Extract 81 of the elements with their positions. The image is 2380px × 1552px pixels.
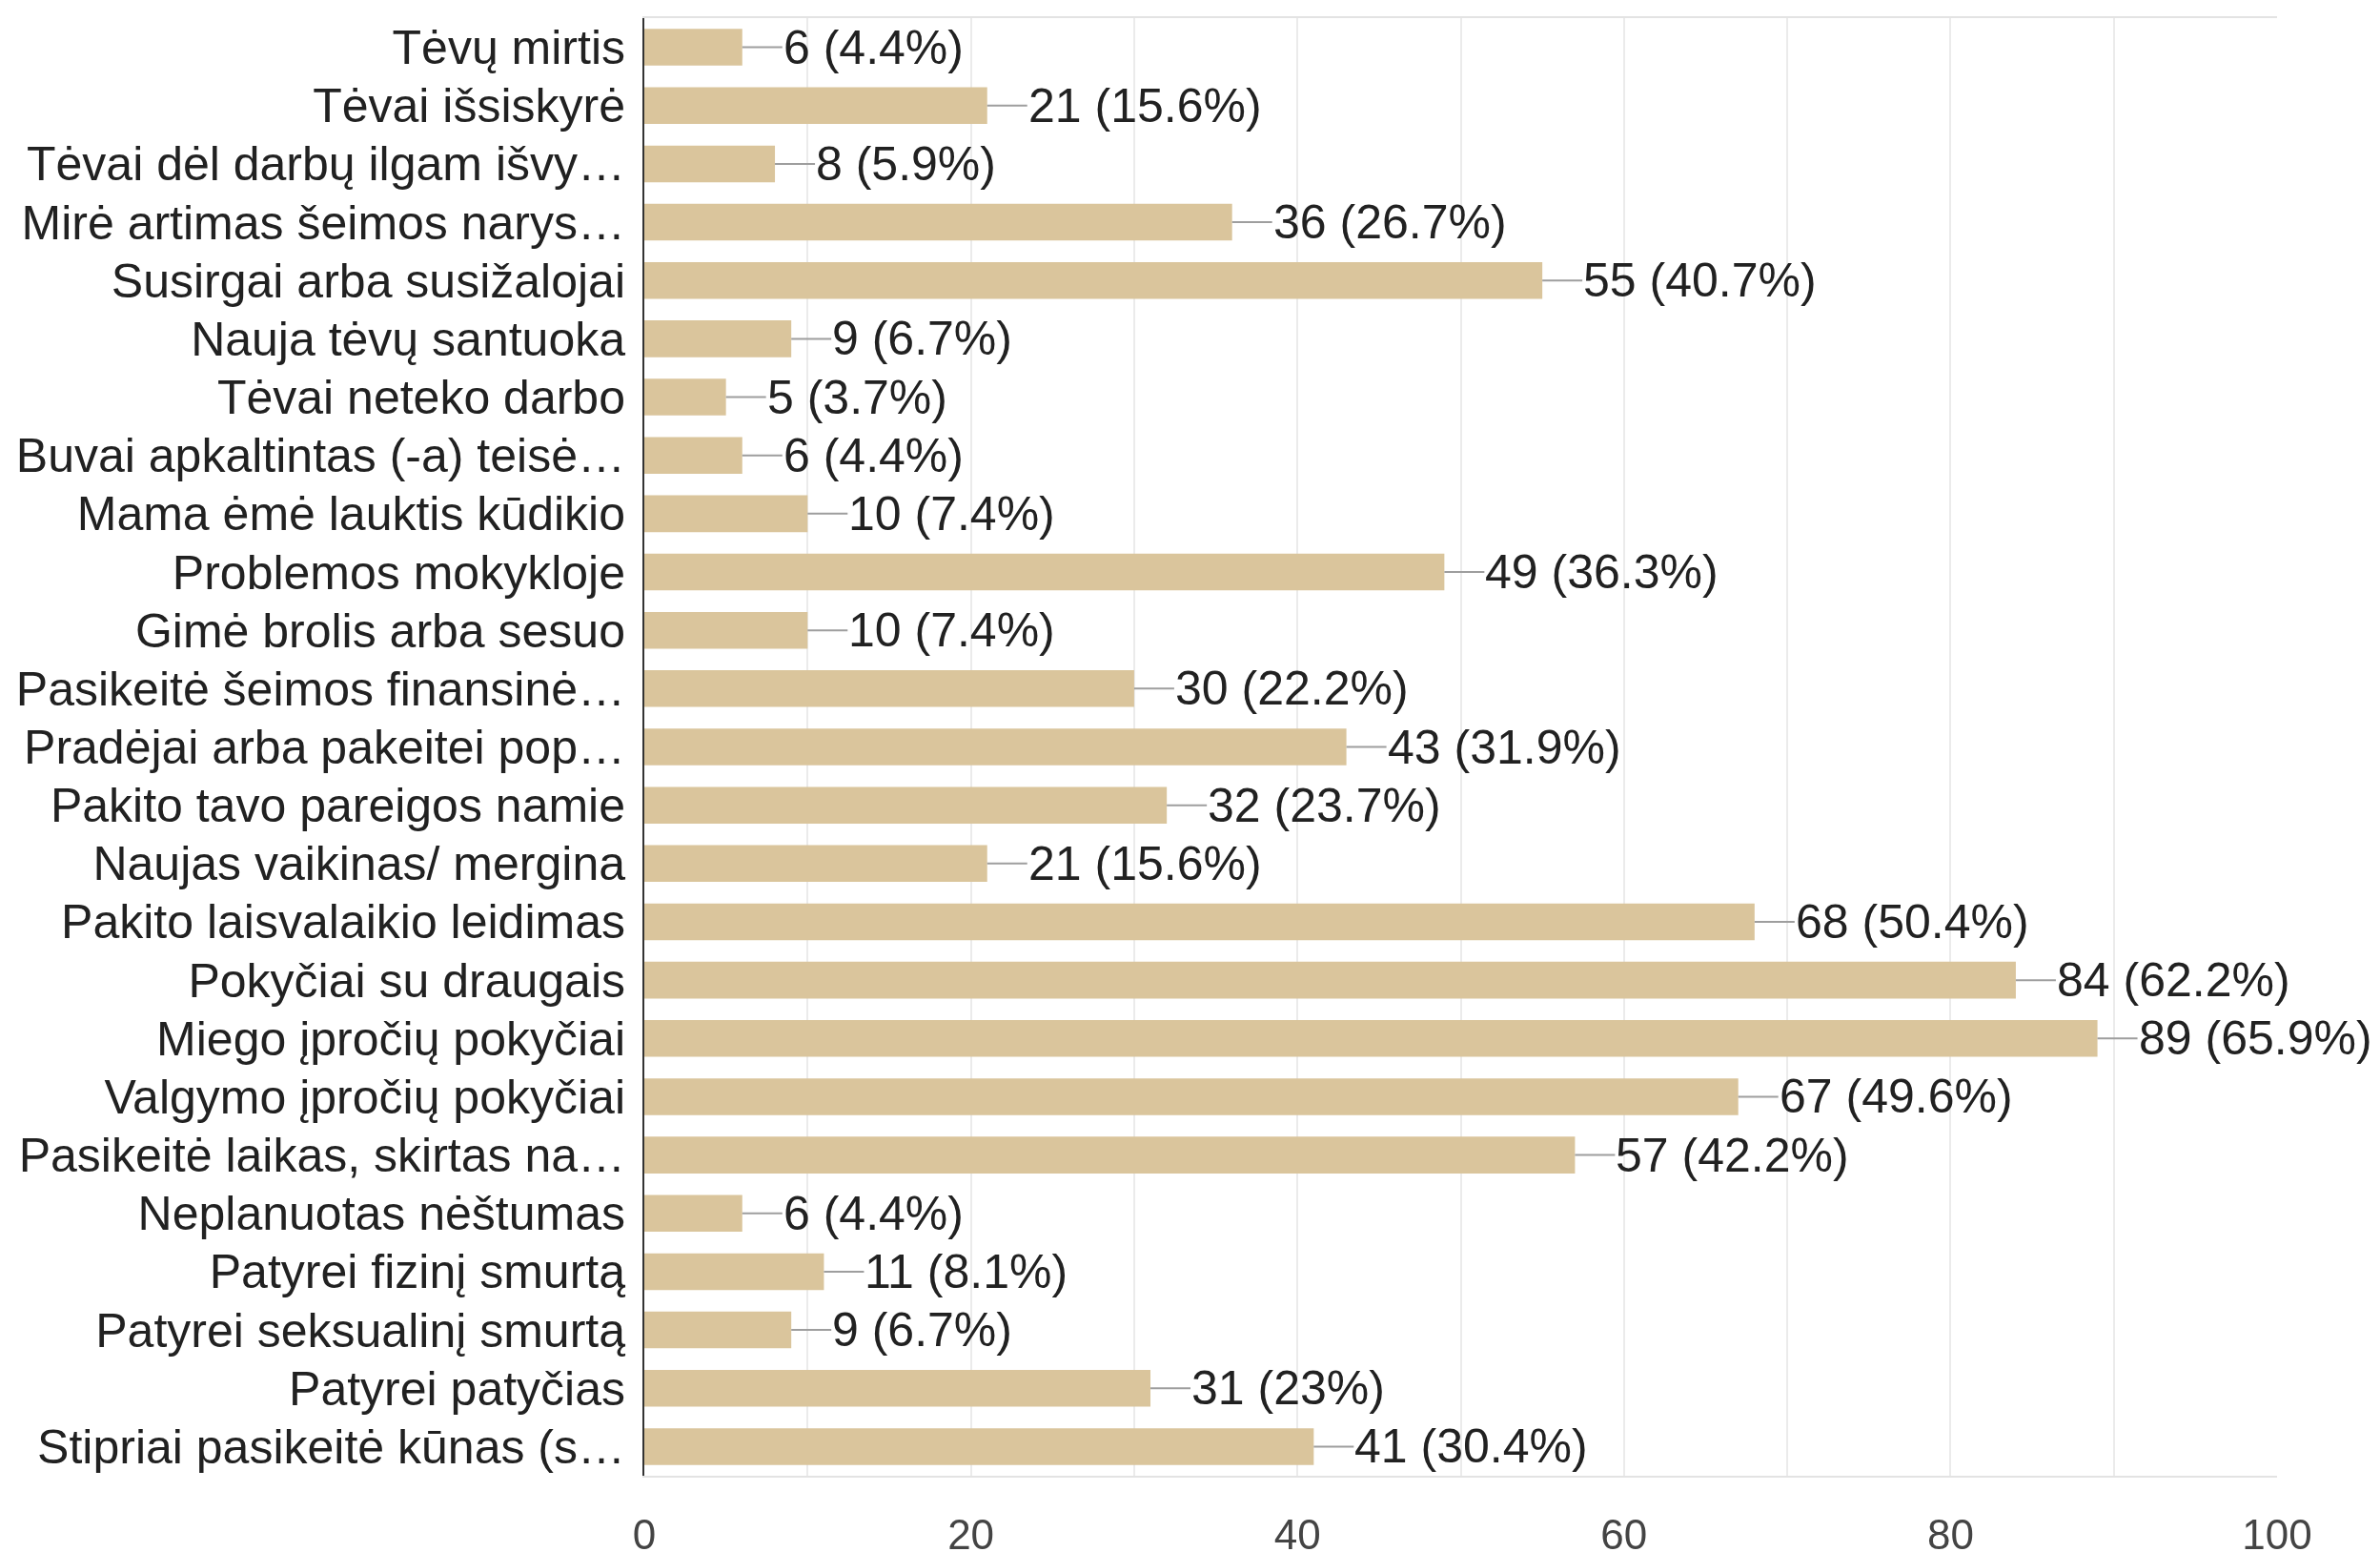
y-tick-label: Patyrei seksualinį smurtą (95, 1303, 626, 1358)
y-tick-label: Gimė brolis arba sesuo (134, 603, 625, 658)
data-label: 31 (23%) (1191, 1361, 1385, 1415)
bar (644, 203, 1232, 241)
y-tick-label: Pakito tavo pareigos namie (50, 779, 625, 833)
data-label: 5 (3.7%) (767, 371, 947, 424)
y-tick-label: Pasikeitė laikas, skirtas na… (18, 1129, 625, 1183)
data-label: 57 (42.2%) (1616, 1129, 1849, 1182)
data-label: 9 (6.7%) (832, 312, 1012, 365)
bar (644, 611, 808, 649)
data-label: 8 (5.9%) (816, 137, 996, 191)
data-label: 30 (22.2%) (1175, 662, 1409, 715)
y-tick-label: Tėvai dėl darbų ilgam išvy… (26, 137, 625, 192)
bar (644, 961, 2016, 999)
y-tick-label: Buvai apkaltintas (-a) teisė… (15, 429, 625, 483)
y-tick-label: Neplanuotas nėštumas (137, 1187, 625, 1241)
data-label: 21 (15.6%) (1028, 79, 1262, 133)
bar (644, 670, 1134, 707)
bar (644, 1253, 824, 1291)
data-label: 10 (7.4%) (848, 603, 1055, 657)
y-tick-label: Pradėjai arba pakeitei pop… (24, 721, 625, 774)
bar (644, 437, 742, 474)
bar (644, 87, 987, 125)
data-label: 36 (26.7%) (1273, 195, 1507, 249)
bar (644, 1195, 742, 1233)
bar (644, 261, 1543, 299)
bar (644, 553, 1445, 591)
y-tick-label: Tėvai neteko darbo (216, 371, 625, 425)
data-label: 49 (36.3%) (1485, 545, 1719, 599)
y-tick-label: Tėvai išsiskyrė (313, 79, 625, 133)
bar (644, 1428, 1314, 1465)
x-tick-label: 0 (632, 1510, 657, 1552)
data-label: 6 (4.4%) (783, 429, 964, 482)
y-tick-label: Patyrei fizinį smurtą (209, 1245, 626, 1299)
y-tick-label: Pokyčiai su draugais (188, 953, 625, 1008)
bar (644, 1369, 1151, 1407)
x-tick-label: 40 (1273, 1510, 1321, 1552)
data-label: 84 (62.2%) (2057, 953, 2290, 1007)
y-tick-label: Valgymo įpročių pokyčiai (104, 1070, 625, 1124)
x-tick-label: 60 (1600, 1510, 1648, 1552)
y-tick-label: Tėvų mirtis (392, 21, 625, 75)
y-tick-label: Pakito laisvalaikio leidimas (61, 895, 625, 950)
data-label: 67 (49.6%) (1780, 1070, 2013, 1123)
data-label: 32 (23.7%) (1208, 779, 1441, 832)
data-label: 6 (4.4%) (783, 21, 964, 74)
data-label: 21 (15.6%) (1028, 837, 1262, 890)
data-label: 9 (6.7%) (832, 1303, 1012, 1357)
bar (644, 1020, 2098, 1057)
bar (644, 495, 808, 533)
bar (644, 320, 792, 357)
y-tick-label: Mirė artimas šeimos narys… (21, 195, 625, 250)
bar (644, 1311, 792, 1349)
bar (644, 786, 1168, 824)
x-tick-label: 100 (2242, 1510, 2312, 1552)
y-tick-label: Naujas vaikinas/ mergina (92, 837, 626, 891)
data-label: 68 (50.4%) (1796, 895, 2029, 949)
data-label: 55 (40.7%) (1583, 254, 1817, 307)
y-tick-label: Mama ėmė lauktis kūdikio (76, 487, 625, 541)
bar (644, 903, 1755, 941)
data-label: 89 (65.9%) (2139, 1011, 2372, 1065)
y-tick-label: Nauja tėvų santuoka (191, 312, 626, 366)
data-label: 6 (4.4%) (783, 1187, 964, 1240)
y-tick-label: Miego įpročių pokyčiai (156, 1011, 625, 1066)
bar (644, 145, 776, 183)
bar (644, 1078, 1739, 1115)
bar (644, 728, 1347, 766)
data-label: 43 (31.9%) (1388, 721, 1621, 774)
y-tick-label: Stipriai pasikeitė kūnas (s… (37, 1419, 625, 1474)
bar (644, 378, 726, 416)
y-tick-label: Patyrei patyčias (289, 1361, 625, 1416)
data-label: 11 (8.1%) (865, 1245, 1068, 1298)
bar (644, 845, 987, 883)
bar (644, 1136, 1576, 1174)
bar (644, 29, 742, 66)
y-tick-label: Pasikeitė šeimos finansinė… (15, 662, 625, 716)
x-tick-label: 80 (1926, 1510, 1974, 1552)
y-tick-label: Problemos mokykloje (172, 545, 625, 600)
data-label: 10 (7.4%) (848, 487, 1055, 541)
data-label: 41 (30.4%) (1354, 1419, 1588, 1473)
y-tick-label: Susirgai arba susižalojai (111, 254, 625, 308)
x-tick-label: 20 (947, 1510, 995, 1552)
